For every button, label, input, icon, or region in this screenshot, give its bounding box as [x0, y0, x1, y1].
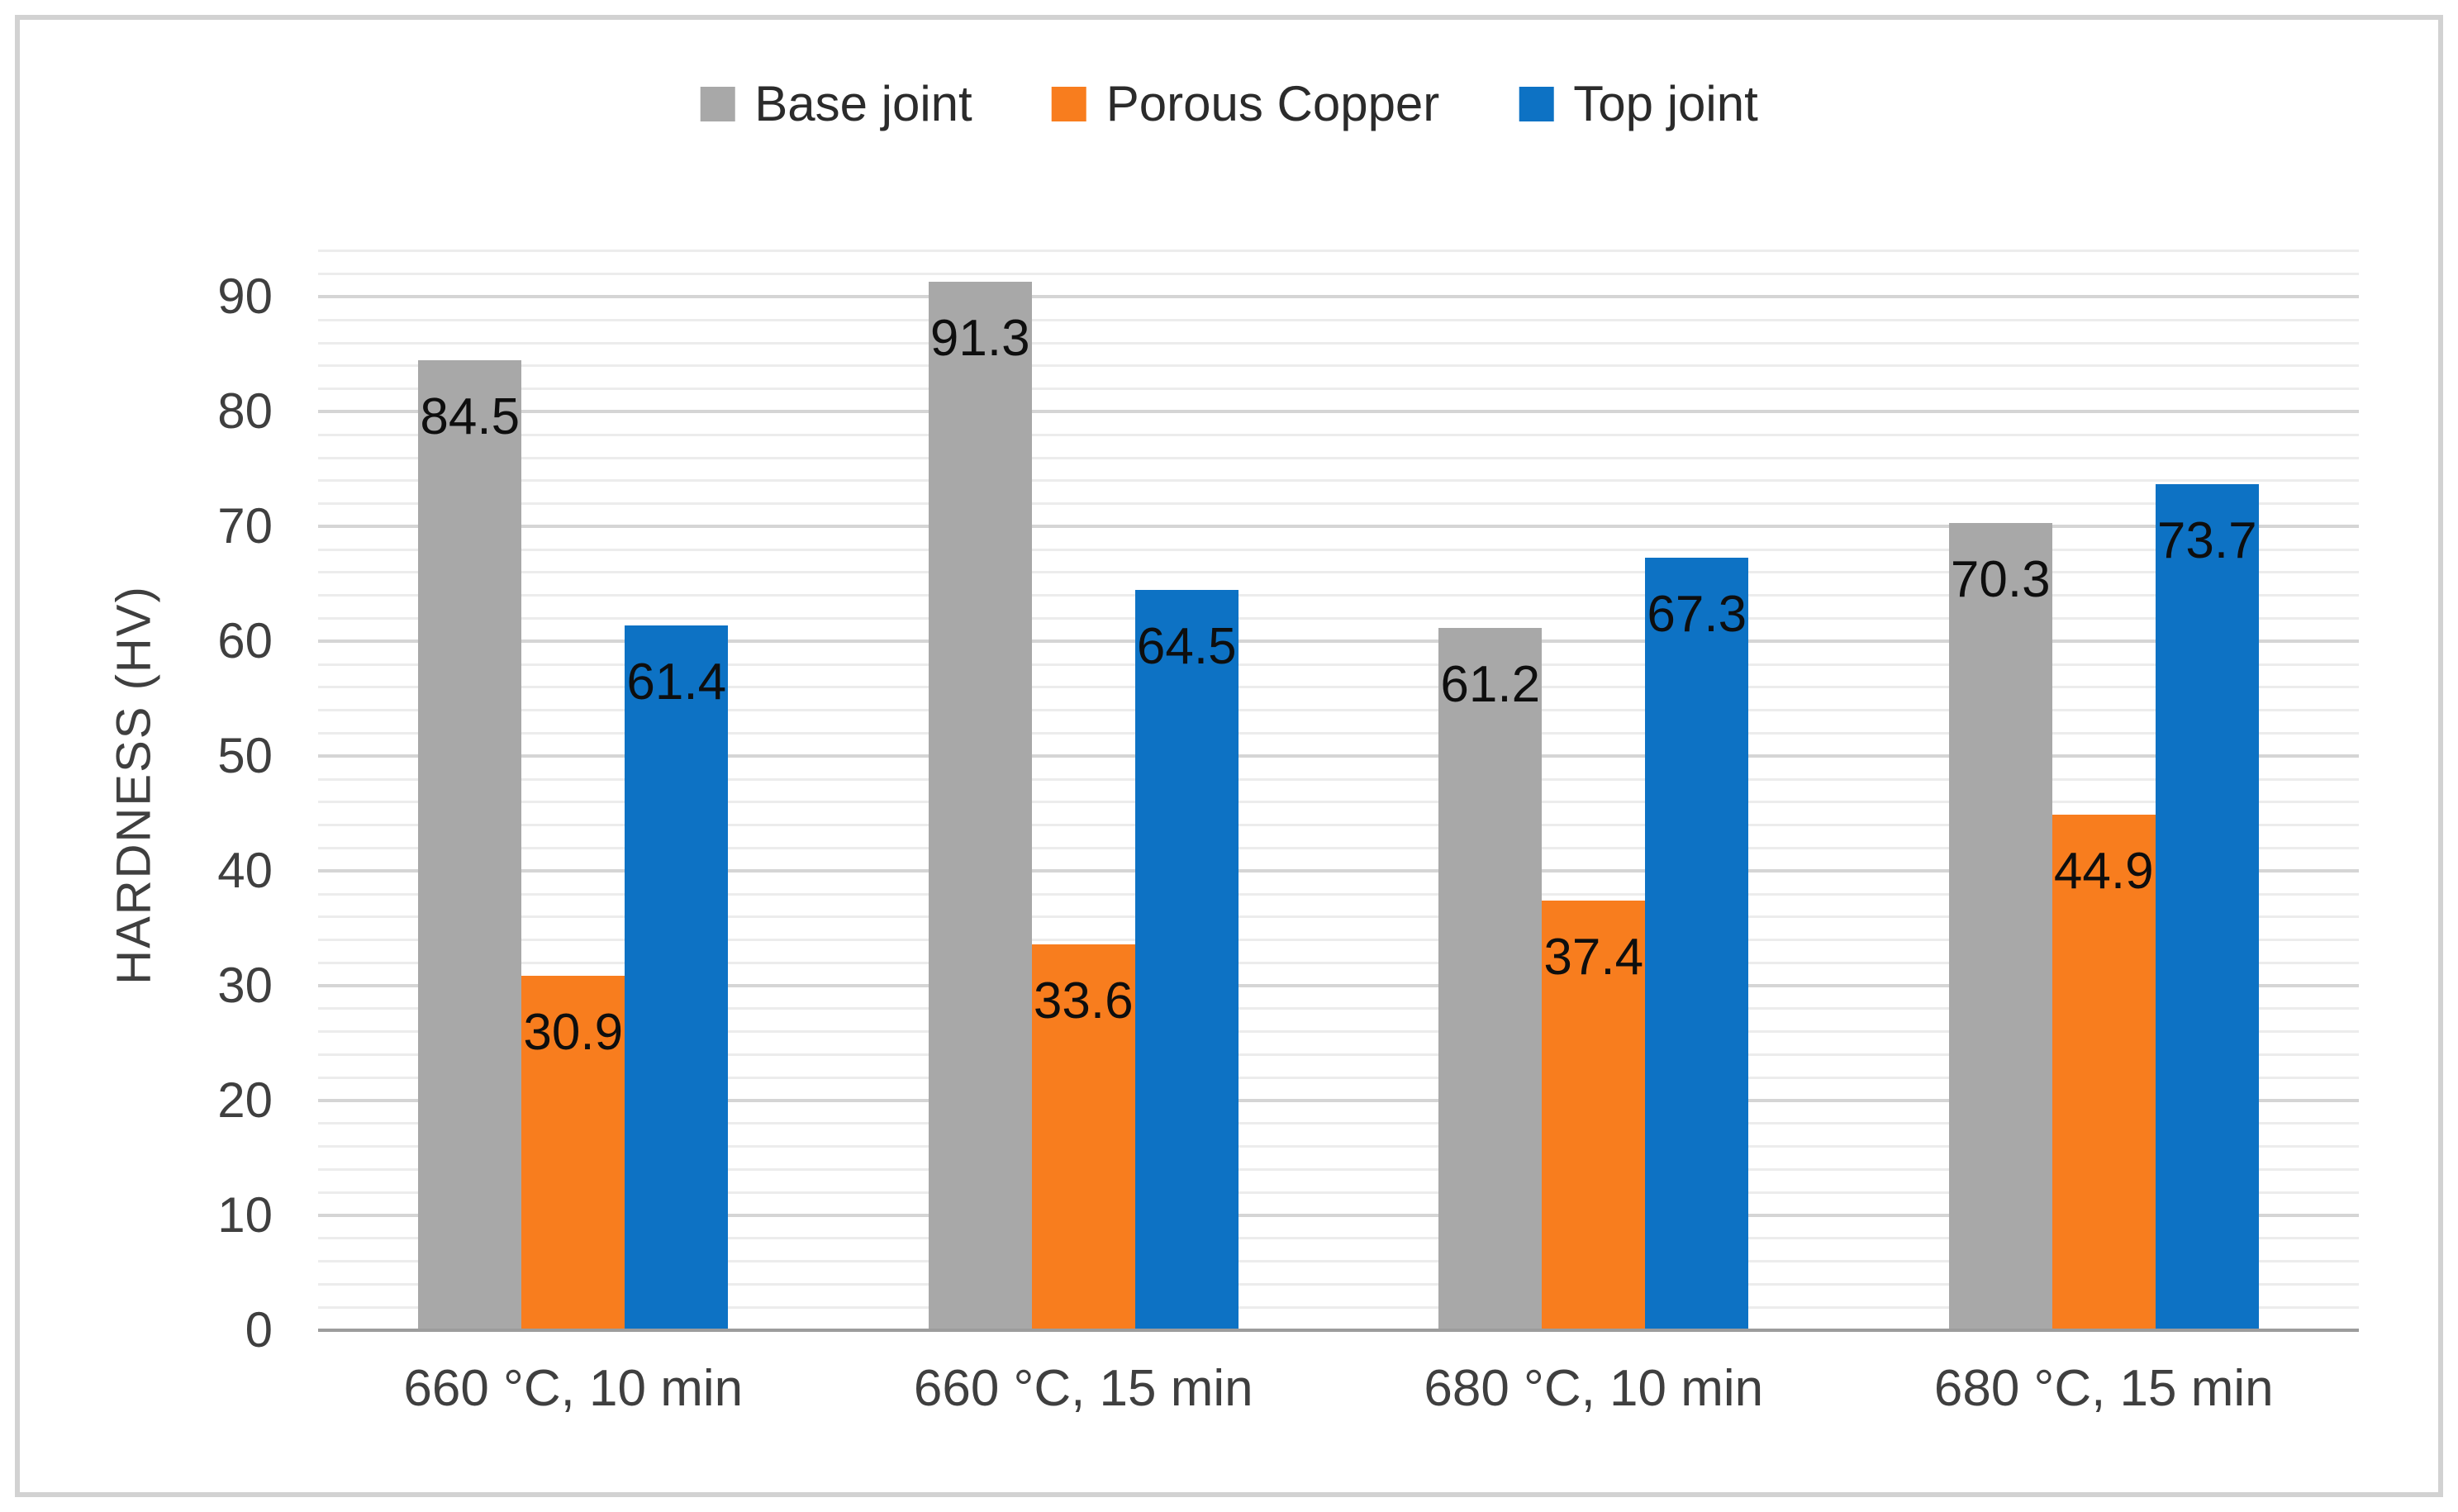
minor-gridline — [318, 1007, 2359, 1010]
minor-gridline — [318, 594, 2359, 597]
minor-gridline — [318, 1237, 2359, 1240]
minor-gridline — [318, 686, 2359, 689]
bar-base-joint — [1948, 523, 2052, 1330]
legend-item: Porous Copper — [1051, 76, 1440, 131]
minor-gridline — [318, 1053, 2359, 1057]
legend-label: Base joint — [754, 76, 972, 131]
x-axis-line — [318, 1329, 2359, 1332]
minor-gridline — [318, 548, 2359, 551]
bar-base-joint — [928, 282, 1032, 1330]
bar-base-joint — [1438, 627, 1543, 1330]
bar-top-joint — [2155, 483, 2259, 1330]
minor-gridline — [318, 1076, 2359, 1079]
y-tick-label: 10 — [217, 1187, 273, 1243]
y-tick-label: 20 — [217, 1072, 273, 1129]
major-gridline — [318, 754, 2359, 758]
y-tick-label: 0 — [245, 1302, 273, 1357]
bar-porous-copper — [1542, 901, 1646, 1330]
bar-top-joint — [1645, 557, 1749, 1330]
legend-swatch-icon — [700, 87, 735, 121]
bar-top-joint — [625, 625, 729, 1330]
major-gridline — [318, 640, 2359, 644]
legend-swatch-icon — [1051, 87, 1086, 121]
bar-base-joint — [418, 359, 522, 1330]
minor-gridline — [318, 1030, 2359, 1034]
y-tick-label: 90 — [217, 269, 273, 325]
legend-swatch-icon — [1519, 87, 1554, 121]
y-tick-label: 70 — [217, 498, 273, 554]
minor-gridline — [318, 1145, 2359, 1148]
minor-gridline — [318, 388, 2359, 391]
bar-value-label: 30.9 — [523, 1003, 624, 1061]
bar-value-label: 37.4 — [1543, 929, 1644, 987]
minor-gridline — [318, 617, 2359, 620]
bar-value-label: 70.3 — [1950, 551, 2051, 609]
bar-porous-copper — [1031, 944, 1135, 1330]
bar-porous-copper — [521, 975, 625, 1330]
bar-value-label: 61.2 — [1440, 655, 1541, 713]
x-category-label: 680 °C, 15 min — [1933, 1360, 2274, 1417]
minor-gridline — [318, 341, 2359, 345]
x-category-label: 660 °C, 15 min — [913, 1360, 1253, 1417]
legend-item: Base joint — [700, 79, 972, 129]
minor-gridline — [318, 939, 2359, 942]
y-tick-label: 30 — [217, 958, 273, 1014]
x-category-label: 680 °C, 10 min — [1424, 1360, 1764, 1417]
minor-gridline — [318, 318, 2359, 321]
y-tick-label: 80 — [217, 383, 273, 440]
minor-gridline — [318, 1260, 2359, 1263]
y-tick-label: 50 — [217, 728, 273, 784]
major-gridline — [318, 984, 2359, 988]
bar-top-joint — [1134, 589, 1239, 1330]
minor-gridline — [318, 961, 2359, 964]
minor-gridline — [318, 777, 2359, 781]
minor-gridline — [318, 824, 2359, 827]
minor-gridline — [318, 1282, 2359, 1286]
major-gridline — [318, 1099, 2359, 1103]
minor-gridline — [318, 456, 2359, 459]
bar-value-label: 33.6 — [1033, 972, 1134, 1030]
minor-gridline — [318, 1191, 2359, 1194]
legend-label: Porous Copper — [1105, 76, 1440, 131]
major-gridline — [318, 295, 2359, 299]
minor-gridline — [318, 663, 2359, 666]
minor-gridline — [318, 1305, 2359, 1309]
major-gridline — [318, 869, 2359, 873]
x-category-label: 660 °C, 10 min — [403, 1360, 744, 1417]
minor-gridline — [318, 502, 2359, 506]
minor-gridline — [318, 479, 2359, 483]
legend-label: Top joint — [1573, 76, 1758, 131]
bar-value-label: 64.5 — [1136, 617, 1237, 675]
plot-area: 84.5 30.9 61.4 91.3 33.6 64.5 61.2 37.4 67.3 70.3… — [318, 240, 2359, 1332]
minor-gridline — [318, 915, 2359, 919]
major-gridline — [318, 525, 2359, 529]
figure-border — [15, 15, 2443, 1497]
minor-gridline — [318, 364, 2359, 368]
minor-gridline — [318, 1122, 2359, 1125]
bar-value-label: 44.9 — [2053, 843, 2154, 901]
minor-gridline — [318, 892, 2359, 896]
legend: Base joint Porous Copper Top joint — [700, 79, 1758, 129]
minor-gridline — [318, 801, 2359, 804]
major-gridline — [318, 410, 2359, 414]
minor-gridline — [318, 250, 2359, 253]
major-gridline — [318, 1214, 2359, 1218]
minor-gridline — [318, 846, 2359, 849]
minor-gridline — [318, 273, 2359, 276]
bar-value-label: 84.5 — [420, 388, 521, 445]
bar-value-label: 73.7 — [2156, 511, 2257, 569]
minor-gridline — [318, 571, 2359, 574]
legend-item: Top joint — [1519, 76, 1758, 131]
minor-gridline — [318, 709, 2359, 712]
y-tick-label: 60 — [217, 613, 273, 669]
bar-value-label: 91.3 — [929, 310, 1030, 368]
y-tick-label: 40 — [217, 843, 273, 899]
bar-porous-copper — [2052, 815, 2156, 1330]
minor-gridline — [318, 731, 2359, 735]
bar-value-label: 67.3 — [1647, 585, 1747, 643]
bar-value-label: 61.4 — [626, 653, 727, 711]
minor-gridline — [318, 433, 2359, 436]
minor-gridline — [318, 1167, 2359, 1171]
